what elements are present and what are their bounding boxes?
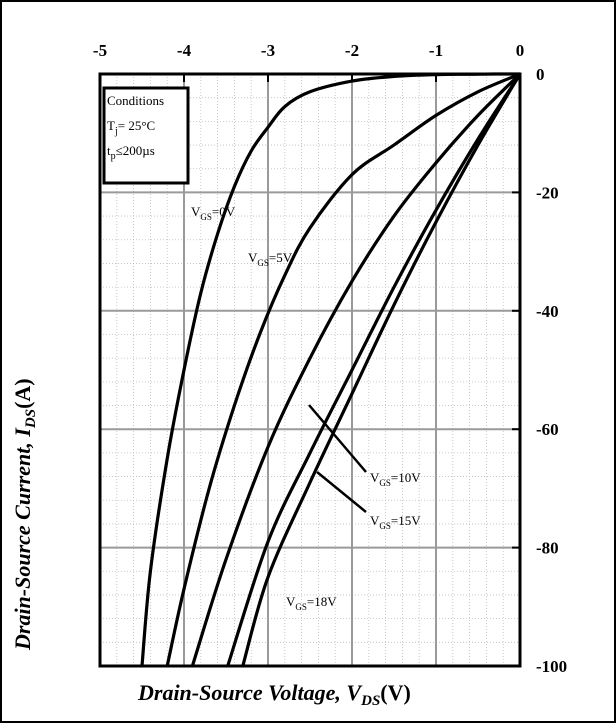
leader-vgs-10v [308, 404, 367, 473]
x-tick-label: -1 [429, 41, 443, 60]
x-axis-title: Drain-Source Voltage, VDS(V) [137, 680, 411, 709]
y-tick-label: -80 [536, 539, 559, 558]
x-tick-labels: -5 -4 -3 -2 -1 0 [93, 41, 524, 82]
label-vgs-10v: VGS=10V [370, 470, 421, 488]
y-tick-labels: 0 -20 -40 -60 -80 -100 [512, 65, 567, 676]
y-axis-title: Drain-Source Current, IDS(A) [10, 378, 39, 651]
y-tick-label: 0 [536, 65, 545, 84]
label-vgs-5v: VGS=5V [248, 250, 293, 268]
label-vgs-15v: VGS=15V [370, 513, 421, 531]
conditions-box: Conditions Tj= 25°C tp≤200µs [102, 86, 190, 185]
x-tick-label: 0 [516, 41, 525, 60]
label-vgs-0v: VGS=0V [191, 204, 236, 222]
conditions-pulse: tp≤200µs [107, 143, 155, 162]
curve-series-1 [165, 72, 521, 667]
conditions-border [102, 86, 190, 185]
y-tick-label: -60 [536, 420, 559, 439]
label-vgs-18v: VGS=18V [286, 594, 337, 612]
curve-series-4 [241, 73, 522, 667]
y-tick-label: -40 [536, 302, 559, 321]
curves [140, 72, 522, 667]
x-tick-label: -4 [177, 41, 192, 60]
y-tick-label: -20 [536, 183, 559, 202]
conditions-temperature: Tj= 25°C [107, 118, 155, 137]
curve-series-3 [226, 73, 522, 667]
x-tick-label: -2 [345, 41, 359, 60]
plot-area-border [98, 72, 522, 668]
x-tick-label: -3 [261, 41, 275, 60]
leader-vgs-15v [316, 471, 367, 513]
conditions-title: Conditions [107, 93, 164, 108]
x-tick-label: -5 [93, 41, 107, 60]
curve-series-2 [190, 72, 522, 667]
y-tick-label: -100 [536, 657, 567, 676]
curve-series-0 [140, 72, 520, 667]
